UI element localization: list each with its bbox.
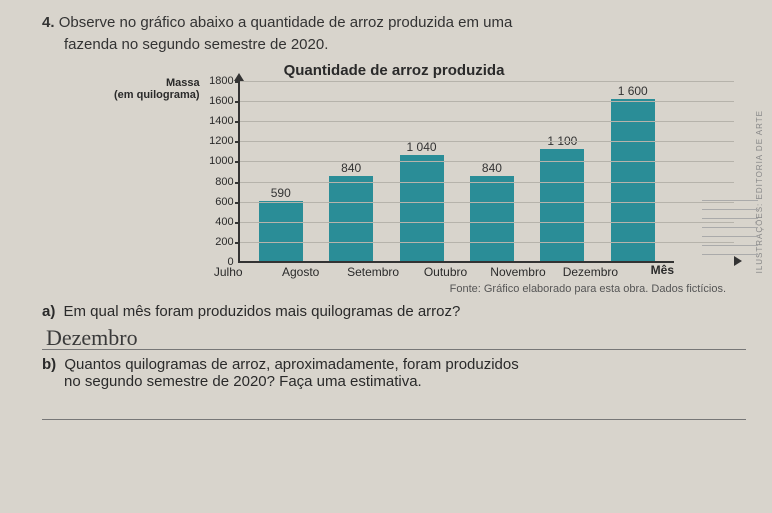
sub-a-label: a) [42,303,55,320]
grid-line [240,141,734,142]
grid-line [240,242,734,243]
writing-lines-decoration [702,200,758,263]
grid-line [240,202,734,203]
y-axis-arrow-icon [234,73,244,81]
bar: 840 [329,176,373,261]
bar-slot: 1 100 [534,81,590,261]
sub-b-label: b) [42,356,56,373]
bar-slot: 840 [464,81,520,261]
handwritten-answer-a: Dezembro [46,325,138,351]
grid-line [240,222,734,223]
answer-line-b [42,394,746,420]
bar-slot: 1 040 [394,81,450,261]
x-axis-labels: JulhoAgostoSetembroOutubroNovembroDezemb… [186,263,633,279]
x-tick-label: Setembro [345,265,401,279]
y-axis: 180016001400120010008006004002000 [204,81,238,263]
sub-b-text-l2: no segundo semestre de 2020? Faça uma es… [64,373,422,390]
chart-source: Fonte: Gráfico elaborado para esta obra.… [42,283,726,295]
sub-a-text: Em qual mês foram produzidos mais quilog… [64,303,461,320]
grid-line [240,101,734,102]
grid-line [240,81,734,82]
bars-container: 590 840 1 040 840 1 100 1 600 [240,81,674,261]
y-axis-label: Massa (em quilograma) [114,77,200,102]
x-tick-label: Novembro [490,265,546,279]
grid-line [240,182,734,183]
bar-value-label: 840 [329,161,373,175]
x-axis-title: Mês [651,263,674,279]
grid-line [240,161,734,162]
sub-question-a: a) Em qual mês foram produzidos mais qui… [42,303,746,320]
bar: 1 100 [540,149,584,260]
x-tick-label: Agosto [273,265,329,279]
bar-chart: Quantidade de arroz produzida Massa (em … [114,62,674,279]
sub-question-b: b) Quantos quilogramas de arroz, aproxim… [42,356,746,390]
bar-value-label: 1 600 [611,84,655,98]
x-tick-label: Outubro [418,265,474,279]
question-line-1: Observe no gráfico abaixo a quantidade d… [59,14,513,31]
bar: 1 040 [400,155,444,260]
plot-area: 590 840 1 040 840 1 100 1 600 [238,81,674,263]
bar-value-label: 1 040 [400,140,444,154]
bar: 840 [470,176,514,261]
sub-b-text-l1: Quantos quilogramas de arroz, aproximada… [64,356,518,373]
bar-slot: 590 [253,81,309,261]
answer-line-a: Dezembro [42,324,746,350]
x-tick-label: Dezembro [562,265,618,279]
bar-slot: 1 600 [605,81,661,261]
question-heading: 4. Observe no gráfico abaixo a quantidad… [42,12,746,56]
bar: 1 600 [611,99,655,261]
bar: 590 [259,201,303,261]
question-line-2: fazenda no segundo semestre de 2020. [64,36,328,53]
bar-value-label: 840 [470,161,514,175]
x-axis: JulhoAgostoSetembroOutubroNovembroDezemb… [114,263,674,279]
grid-line [240,121,734,122]
bar-value-label: 590 [259,186,303,200]
bar-slot: 840 [323,81,379,261]
question-number: 4. [42,14,55,31]
